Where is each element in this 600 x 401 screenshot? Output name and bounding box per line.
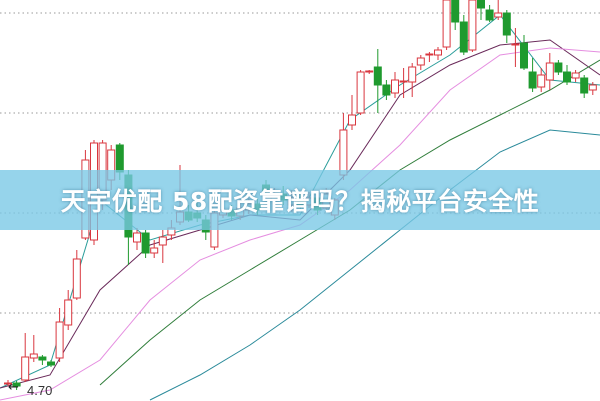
candle bbox=[356, 70, 365, 115]
moving-average-line bbox=[149, 129, 600, 401]
candle-body bbox=[554, 62, 563, 73]
candle bbox=[485, 5, 494, 22]
candle-body bbox=[468, 0, 477, 51]
candle-body bbox=[528, 71, 537, 89]
candle-body bbox=[391, 79, 399, 94]
candle bbox=[537, 68, 546, 92]
candle bbox=[55, 308, 64, 362]
candle-body bbox=[72, 258, 81, 299]
candle-body bbox=[356, 71, 365, 114]
candle-body bbox=[477, 0, 485, 9]
candle-body bbox=[537, 74, 546, 88]
candle bbox=[408, 63, 417, 97]
candle bbox=[158, 230, 167, 263]
candle bbox=[399, 68, 408, 98]
candle bbox=[571, 70, 580, 82]
candle-body bbox=[133, 232, 141, 243]
candle bbox=[451, 0, 460, 30]
candle bbox=[21, 333, 30, 382]
candle-body bbox=[571, 72, 580, 79]
candle-body bbox=[408, 66, 417, 83]
candle-body bbox=[373, 66, 382, 86]
candle bbox=[72, 250, 81, 300]
candle-body bbox=[494, 12, 503, 18]
candle bbox=[442, 0, 451, 50]
candle bbox=[425, 52, 434, 62]
candle-body bbox=[382, 84, 391, 96]
candle-body bbox=[348, 114, 356, 126]
candle-body bbox=[399, 80, 408, 83]
candle bbox=[348, 95, 356, 130]
candle-body bbox=[12, 382, 21, 387]
candle bbox=[64, 290, 73, 330]
candle-body bbox=[416, 57, 425, 66]
candle bbox=[528, 58, 537, 92]
candle-body bbox=[365, 70, 374, 73]
candle bbox=[373, 49, 382, 113]
candle bbox=[133, 228, 141, 250]
left-arrow-icon: ← bbox=[8, 380, 19, 395]
candle bbox=[511, 28, 520, 67]
candle-body bbox=[451, 0, 460, 23]
candle bbox=[150, 240, 159, 258]
candle-body bbox=[38, 356, 47, 361]
candle bbox=[563, 65, 571, 85]
candle-body bbox=[150, 247, 159, 254]
candle bbox=[477, 0, 485, 20]
candle bbox=[545, 53, 554, 90]
candle bbox=[502, 10, 511, 43]
candle-body bbox=[4, 382, 12, 385]
page-title: 天宇优配 58配资靠谱吗？揭秘平台安全性 bbox=[60, 187, 540, 216]
candle-body bbox=[29, 353, 38, 359]
candle bbox=[4, 380, 12, 386]
candle bbox=[38, 355, 47, 365]
low-price-label: 4.70 bbox=[27, 383, 53, 398]
candle-body bbox=[434, 49, 442, 56]
candle bbox=[434, 47, 442, 60]
candle bbox=[12, 381, 21, 390]
candle-body bbox=[55, 321, 64, 359]
candle bbox=[554, 60, 563, 75]
candle bbox=[416, 55, 425, 70]
candle-body bbox=[580, 77, 589, 94]
candle-body bbox=[511, 43, 520, 46]
candle bbox=[520, 35, 528, 70]
candle bbox=[29, 335, 38, 362]
candle-body bbox=[21, 356, 30, 381]
candle-body bbox=[520, 42, 528, 69]
candle bbox=[382, 80, 391, 100]
candle-body bbox=[459, 21, 468, 53]
candle-body bbox=[563, 71, 571, 83]
candle bbox=[47, 360, 55, 367]
candle bbox=[391, 72, 399, 98]
candle-body bbox=[545, 62, 554, 81]
candle bbox=[588, 82, 597, 95]
candle bbox=[580, 75, 589, 98]
title-banner: 天宇优配 58配资靠谱吗？揭秘平台安全性 bbox=[0, 170, 600, 230]
candle-body bbox=[588, 84, 597, 91]
candle-body bbox=[47, 361, 55, 366]
candle bbox=[468, 0, 477, 52]
candle-body bbox=[64, 299, 73, 326]
candle-body bbox=[485, 9, 494, 21]
candle bbox=[459, 15, 468, 55]
candle-body bbox=[339, 129, 348, 176]
candle-body bbox=[158, 236, 167, 246]
candle bbox=[494, 0, 503, 20]
candle-body bbox=[141, 232, 150, 254]
candle-body bbox=[425, 53, 434, 56]
candle bbox=[365, 70, 374, 74]
candle-body bbox=[442, 0, 451, 48]
candle-body bbox=[115, 144, 124, 173]
candle-body bbox=[502, 12, 511, 36]
candle bbox=[141, 230, 150, 258]
